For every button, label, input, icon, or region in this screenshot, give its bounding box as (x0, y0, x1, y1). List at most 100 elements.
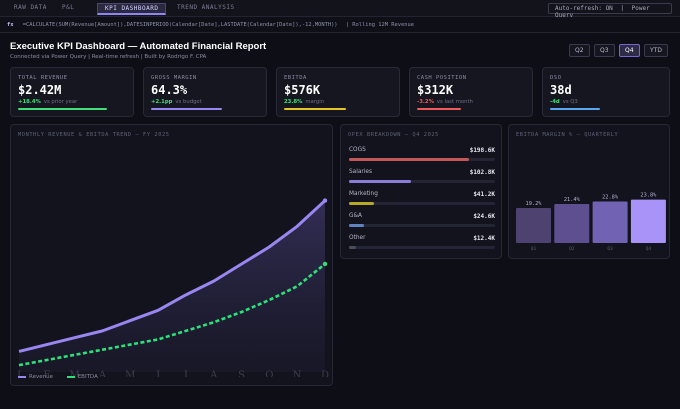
opex-value: $12.4K (473, 235, 495, 242)
power-query-button[interactable]: Power Query (555, 5, 650, 19)
kpi-label: EBITDA (284, 75, 307, 81)
revenue-area (19, 200, 325, 372)
opex-track (349, 180, 495, 183)
formula-note: | Rolling 12M Revenue (345, 22, 414, 28)
kpi-delta-value: +18.4% (18, 99, 41, 105)
opex-bar (349, 180, 412, 183)
margin-category-label: Q4 (646, 246, 652, 252)
opex-value: $41.2K (473, 191, 495, 198)
kpi-card-total-revenue: TOTAL REVENUE $2.42M +18.4% vs prior year (10, 67, 134, 117)
kpi-value: 64.3% (151, 83, 188, 97)
margin-bar-label: 22.8% (602, 195, 619, 201)
x-tick-label: F (43, 370, 50, 377)
x-tick-label: M (70, 370, 80, 377)
opex-track (349, 246, 495, 249)
kpi-delta: 23.8% margin (284, 99, 324, 105)
formula-text[interactable]: =CALCULATE(SUM(Revenue[Amount]),DATESINP… (22, 22, 338, 28)
margin-bar (630, 199, 666, 243)
series-endpoint-revenue (322, 198, 328, 203)
margin-bar-label: 21.4% (564, 197, 581, 203)
kpi-value: $576K (284, 83, 321, 97)
period-button-ytd[interactable]: YTD (644, 44, 668, 57)
kpi-progress-bar (284, 108, 346, 110)
opex-breakdown-panel: OPEX BREAKDOWN — Q4 2025 COGS $198.6K Sala… (340, 124, 502, 259)
opex-track (349, 158, 495, 161)
kpi-delta-value: 23.8% (284, 99, 303, 105)
kpi-label: GROSS MARGIN (151, 75, 197, 81)
legend-swatch-ebitda (66, 375, 75, 378)
kpi-progress-bar (550, 108, 601, 110)
margin-bar (592, 201, 628, 243)
x-tick-label: A (209, 370, 218, 377)
kpi-delta-note: margin (305, 99, 325, 105)
trend-legend: Revenue EBITDA (18, 374, 98, 380)
formula-bar[interactable]: fx =CALCULATE(SUM(Revenue[Amount]),DATES… (0, 17, 680, 33)
ebitda-margin-panel: EBITDA MARGIN % — QUARTERLY 19.2% Q1 21.4%… (508, 124, 670, 259)
page-title: Executive KPI Dashboard — Automated Fina… (10, 41, 267, 52)
series-line-ebitda (18, 262, 326, 367)
margin-bar (516, 208, 551, 243)
opex-track (349, 224, 495, 227)
controls-separator: | (620, 5, 625, 12)
kpi-value: $312K (417, 83, 454, 97)
kpi-delta: +2.1pp vs budget (151, 99, 202, 105)
tab-trend-analysis[interactable]: TREND ANALYSIS (177, 4, 235, 11)
opex-category: Salaries (349, 169, 372, 175)
opex-category: G&A (349, 213, 362, 219)
x-tick-label: S (238, 370, 245, 377)
refresh-controls[interactable]: Auto-refresh: ON | Power Query (548, 3, 672, 19)
trend-chart-title: MONTHLY REVENUE & EBITDA TREND — FY 2025 (18, 132, 170, 138)
kpi-delta-value: -3.2% (417, 99, 434, 105)
opex-value: $24.6K (473, 213, 495, 220)
kpi-delta-value: -4d (550, 99, 560, 105)
x-tick-label: N (293, 370, 302, 377)
kpi-progress-bar (151, 108, 223, 110)
x-tick-label: J (16, 370, 21, 377)
series-endpoint-ebitda (322, 261, 328, 267)
fx-icon: fx (7, 22, 14, 28)
legend-label-revenue: Revenue (29, 374, 53, 380)
opex-value: $102.8K (469, 169, 495, 176)
kpi-delta-note: vs budget (175, 99, 202, 105)
kpi-value: 38d (550, 83, 572, 97)
kpi-value: $2.42M (18, 83, 62, 97)
top-tab-bar: RAW DATA P&L KPI DASHBOARD TREND ANALYSI… (0, 0, 680, 19)
margin-bar (554, 204, 590, 243)
kpi-card-gross-margin: GROSS MARGIN 64.3% +2.1pp vs budget (143, 67, 267, 117)
kpi-delta-note: vs Q3 (562, 99, 578, 105)
margin-category-label: Q1 (531, 246, 537, 252)
kpi-card-cash-position: CASH POSITION $312K -3.2% vs last month (409, 67, 533, 117)
margin-category-label: Q3 (607, 246, 613, 252)
period-button-q4[interactable]: Q4 (619, 44, 640, 57)
kpi-progress-bar (18, 108, 107, 110)
tab-raw-data[interactable]: RAW DATA (14, 4, 47, 11)
tab-kpi-dashboard[interactable]: KPI DASHBOARD (97, 3, 167, 15)
x-tick-label: D (321, 370, 329, 377)
series-line-revenue (18, 199, 327, 353)
legend-swatch-revenue (18, 375, 26, 378)
period-button-q3[interactable]: Q3 (594, 44, 615, 57)
margin-bar-label: 19.2% (526, 201, 543, 207)
kpi-delta: -4d vs Q3 (550, 99, 578, 105)
opex-bar (349, 246, 357, 249)
x-tick-label: A (98, 370, 107, 377)
margin-chart: 19.2% Q1 21.4% Q2 22.8% Q3 23.8% Q4 (516, 193, 666, 252)
kpi-card-ebitda: EBITDA $576K 23.8% margin (276, 67, 400, 117)
kpi-delta-value: +2.1pp (151, 99, 173, 105)
kpi-label: TOTAL REVENUE (18, 75, 68, 81)
kpi-card-dso: DSO 38d -4d vs Q3 (542, 67, 670, 117)
opex-category: Marketing (349, 191, 378, 197)
trend-chart-panel: MONTHLY REVENUE & EBITDA TREND — FY 2025… (10, 124, 333, 386)
opex-bar (349, 202, 374, 205)
x-tick-label: M (125, 370, 135, 377)
x-tick-label: O (265, 370, 273, 377)
auto-refresh-toggle[interactable]: Auto-refresh: ON (555, 5, 613, 12)
tab-pl[interactable]: P&L (62, 4, 75, 11)
x-tick-label: J (155, 370, 160, 377)
period-button-q2[interactable]: Q2 (569, 44, 590, 57)
kpi-delta: -3.2% vs last month (417, 99, 473, 105)
kpi-delta-note: vs last month (436, 99, 473, 105)
opex-title: OPEX BREAKDOWN — Q4 2025 (348, 132, 439, 138)
kpi-label: DSO (550, 75, 562, 81)
